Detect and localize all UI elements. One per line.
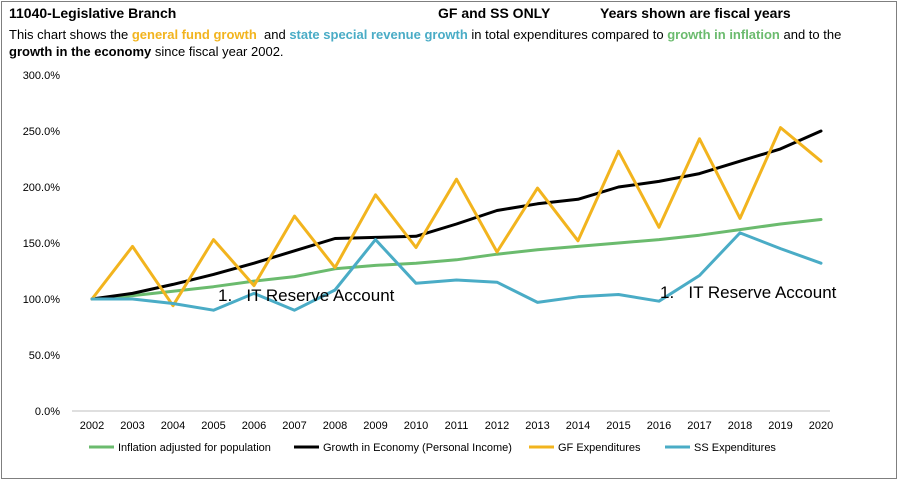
series-line-3: [90, 126, 823, 308]
legend-item: Inflation adjusted for population: [89, 442, 271, 454]
x-tick-label: 2002: [80, 420, 104, 432]
desc-text-5: since fiscal year 2002.: [151, 44, 284, 59]
series-line-2: [90, 129, 823, 301]
desc-text-4: and to the: [779, 27, 842, 42]
x-tick-label: 2012: [485, 420, 509, 432]
annotation-label: 1. IT Reserve Account: [218, 286, 395, 305]
x-tick-label: 2011: [445, 420, 469, 432]
x-tick-label: 2013: [525, 420, 549, 432]
series-lines: [90, 126, 823, 312]
annotations: 1. IT Reserve Account 1. IT Reserve Accou…: [218, 283, 837, 305]
x-tick-label: 2020: [809, 420, 833, 432]
desc-economy: growth in the economy: [9, 44, 152, 59]
y-tick-label: 250.0%: [23, 126, 61, 138]
x-tick-label: 2014: [566, 420, 590, 432]
desc-text-1: This chart shows the: [9, 27, 132, 42]
annotation-label: 1. IT Reserve Account: [660, 283, 837, 302]
fiscal-year-note: Years shown are fiscal years: [600, 5, 791, 21]
x-tick-label: 2007: [282, 420, 306, 432]
desc-general-fund: general fund growth: [131, 27, 257, 42]
legend-label: Inflation adjusted for population: [118, 442, 271, 454]
y-tick-label: 300.0%: [23, 70, 61, 82]
desc-text-3: in total expenditures compared to: [467, 27, 668, 42]
legend-label: Growth in Economy (Personal Income): [323, 442, 512, 454]
series-line-1: [90, 218, 823, 301]
y-tick-label: 100.0%: [23, 294, 61, 306]
desc-state-special: state special revenue growth: [289, 27, 468, 42]
y-tick-label: 200.0%: [23, 182, 61, 194]
x-tick-label: 2008: [323, 420, 347, 432]
legend-item: GF Expenditures: [529, 442, 641, 454]
legend-item: Growth in Economy (Personal Income): [294, 442, 512, 454]
x-tick-label: 2019: [768, 420, 792, 432]
x-tick-label: 2004: [161, 420, 185, 432]
y-tick-label: 150.0%: [23, 238, 61, 250]
chart-title: 11040-Legislative Branch: [9, 5, 177, 21]
x-tick-label: 2005: [201, 420, 225, 432]
chart-description: This chart shows the general fund growth…: [9, 26, 879, 60]
x-tick-label: 2015: [606, 420, 630, 432]
y-tick-label: 0.0%: [35, 406, 60, 418]
desc-inflation: growth in inflation: [667, 27, 780, 42]
legend-label: SS Expenditures: [694, 442, 776, 454]
legend: Inflation adjusted for population Growth …: [89, 442, 776, 454]
x-tick-label: 2016: [647, 420, 671, 432]
y-tick-label: 50.0%: [29, 350, 60, 362]
legend-label: GF Expenditures: [558, 442, 641, 454]
scope-label: GF and SS ONLY: [438, 5, 551, 21]
desc-text-2: and: [256, 27, 290, 42]
x-tick-label: 2006: [242, 420, 266, 432]
x-tick-label: 2018: [728, 420, 752, 432]
x-tick-label: 2017: [687, 420, 711, 432]
y-axis: 0.0% 50.0% 100.0% 150.0% 200.0% 250.0% 300.0%: [23, 70, 61, 418]
x-tick-label: 2003: [120, 420, 144, 432]
series-line-4: [90, 231, 823, 312]
x-axis: 2002 2003 2004 2005 2006 2007 2008 2009 2010 2011…: [72, 410, 833, 432]
legend-item: SS Expenditures: [665, 442, 776, 454]
x-tick-label: 2009: [363, 420, 387, 432]
x-tick-label: 2010: [404, 420, 428, 432]
